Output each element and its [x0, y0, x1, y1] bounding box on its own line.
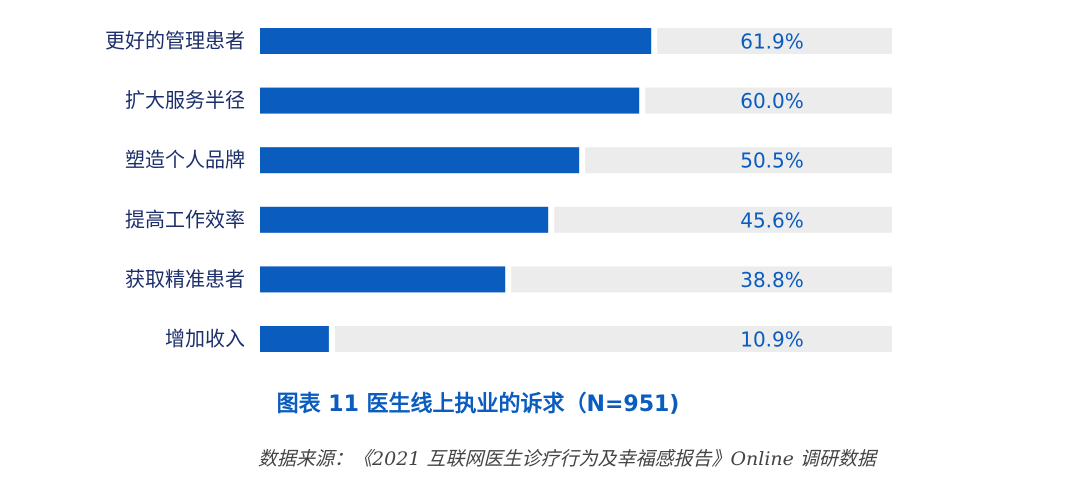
bar-track — [511, 266, 892, 293]
bar — [260, 28, 652, 54]
bar-track — [645, 87, 892, 114]
category-label: 获取精准患者 — [125, 267, 245, 291]
value-label: 10.9% — [740, 328, 804, 352]
bar-track — [657, 28, 892, 54]
bar-track — [554, 206, 892, 233]
category-label: 扩大服务半径 — [125, 88, 245, 112]
bar-track — [585, 147, 892, 174]
bar-track — [334, 326, 892, 352]
bar — [260, 266, 506, 293]
chart-source: 数据来源：《2021 互联网医生诊疗行为及幸福感报告》Online 调研数据 — [258, 448, 879, 470]
value-label: 45.6% — [740, 208, 804, 232]
bar — [260, 147, 580, 174]
value-label: 61.9% — [740, 30, 804, 54]
category-label: 增加收入 — [165, 327, 245, 351]
bar — [260, 326, 329, 352]
category-label: 提高工作效率 — [125, 207, 245, 231]
bar — [260, 206, 549, 233]
value-label: 60.0% — [740, 89, 804, 113]
value-label: 50.5% — [740, 149, 804, 173]
chart-title: 图表 11 医生线上执业的诉求（N=951) — [277, 391, 680, 417]
bar — [260, 87, 640, 114]
category-label: 更好的管理患者 — [105, 29, 245, 53]
category-label: 塑造个人品牌 — [125, 148, 245, 172]
value-label: 38.8% — [740, 268, 804, 292]
